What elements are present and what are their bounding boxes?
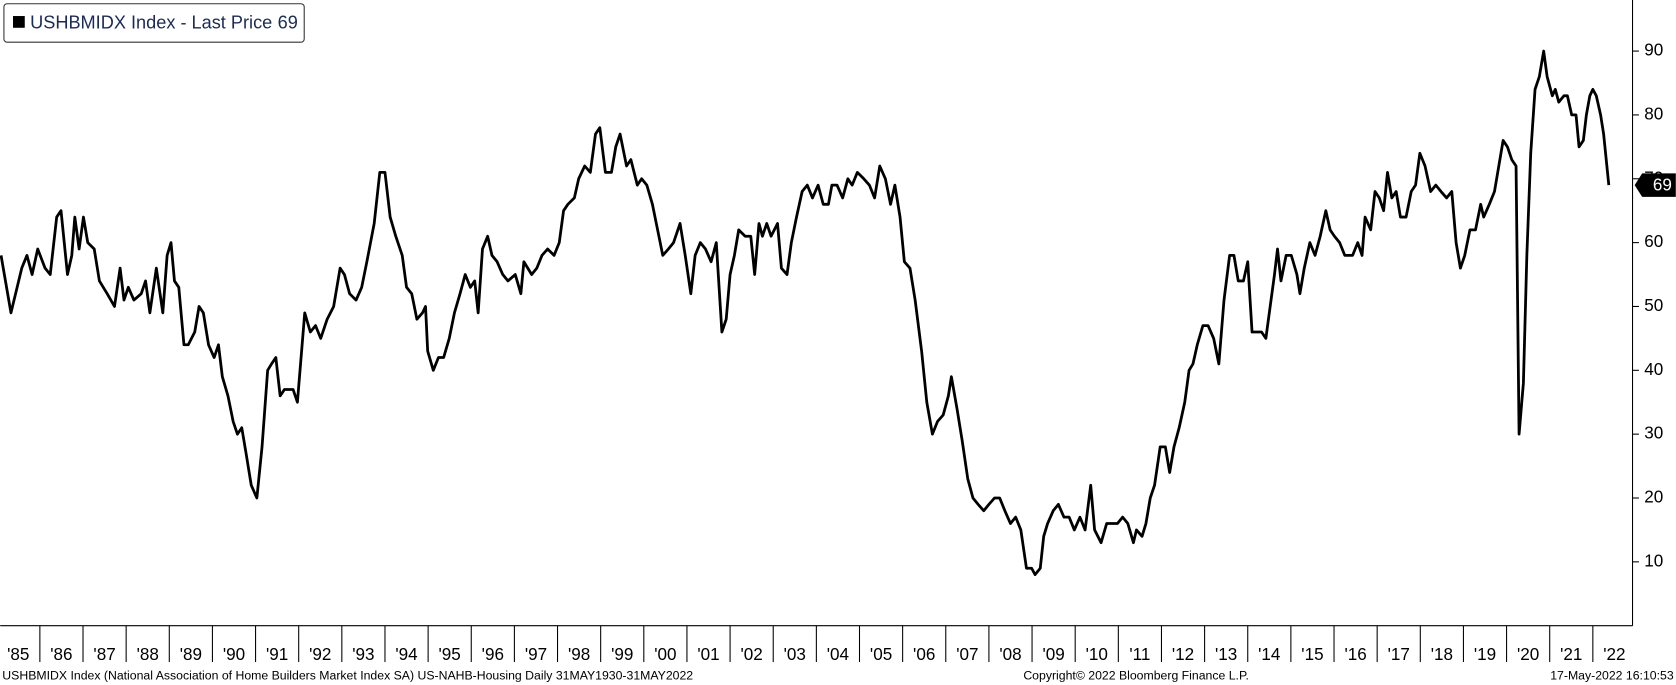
x-tick-label: '04 [827,645,849,664]
footer-source: USHBMIDX Index (National Association of … [2,669,693,683]
y-tick-label: 60 [1644,232,1663,251]
legend-last-price: 69 [278,12,298,32]
x-tick-label: '85 [7,645,29,664]
y-tick-label: 90 [1644,41,1663,60]
x-tick-label: '02 [741,645,763,664]
x-tick-label: '13 [1215,645,1237,664]
footer-copyright: Copyright© 2022 Bloomberg Finance L.P. [1023,669,1249,683]
x-tick-label: '06 [913,645,935,664]
x-tick-label: '91 [266,645,288,664]
x-tick-label: '99 [611,645,633,664]
x-tick-label: '92 [309,645,331,664]
x-tick-label: '14 [1258,645,1280,664]
x-tick-label: '22 [1603,645,1625,664]
x-tick-label: '11 [1129,645,1150,664]
last-price-badge [1634,173,1676,197]
x-tick-label: '89 [180,645,202,664]
y-tick-label: 30 [1644,424,1663,443]
x-tick-label: '21 [1560,645,1582,664]
x-tick-label: '98 [568,645,590,664]
x-tick-label: '15 [1301,645,1323,664]
x-tick-label: '16 [1344,645,1366,664]
x-tick-label: '03 [784,645,806,664]
y-tick-label: 10 [1644,551,1663,570]
x-tick-label: '94 [395,645,417,664]
x-tick-label: '10 [1086,645,1108,664]
x-tick-label: '96 [482,645,504,664]
last-price-label: 69 [1653,176,1672,195]
y-tick-label: 40 [1644,360,1663,379]
x-tick-label: '97 [525,645,547,664]
x-tick-label: '87 [93,645,115,664]
x-tick-label: '20 [1517,645,1539,664]
x-tick-label: '09 [1042,645,1064,664]
x-tick-label: '00 [654,645,676,664]
x-tick-label: '90 [223,645,245,664]
x-tick-label: '17 [1388,645,1410,664]
x-tick-label: '88 [137,645,159,664]
price-line [0,49,1611,576]
x-tick-label: '07 [956,645,978,664]
legend: USHBMIDX Index - Last Price 69 [3,3,305,43]
x-tick-label: '05 [870,645,892,664]
x-tick-label: '08 [999,645,1021,664]
x-tick-label: '19 [1474,645,1496,664]
footer-timestamp: 17-May-2022 16:10:53 [1550,669,1674,683]
x-tick-label: '93 [352,645,374,664]
x-tick-label: '01 [697,645,719,664]
legend-box [3,3,305,43]
y-tick-label: 20 [1644,488,1663,507]
x-tick-label: '12 [1172,645,1194,664]
y-tick-label: 50 [1644,296,1663,315]
legend-label: USHBMIDX Index - Last Price 69 [30,12,298,32]
x-tick-label: '95 [439,645,461,664]
legend-series-name: USHBMIDX Index - Last Price [30,12,272,32]
x-tick-label: '86 [50,645,72,664]
x-tick-label: '18 [1431,645,1453,664]
y-tick-label: 80 [1644,104,1663,123]
legend-swatch [13,16,25,28]
